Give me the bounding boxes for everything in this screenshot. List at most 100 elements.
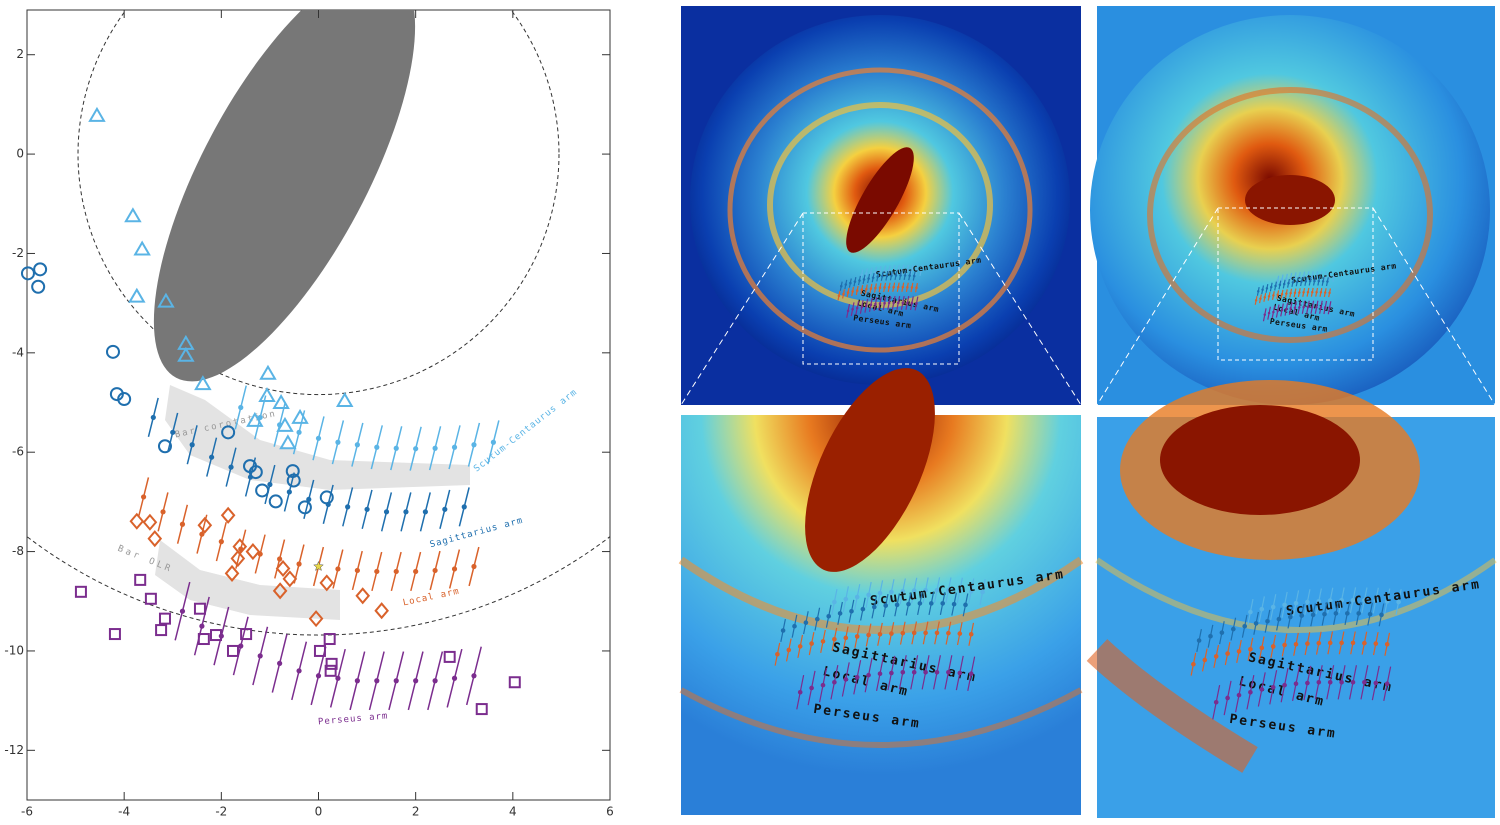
overlay-point: [899, 274, 902, 277]
olr-zone: [155, 540, 340, 620]
overlay-point: [1328, 306, 1331, 310]
overlay-point: [957, 588, 963, 593]
marker: [194, 375, 212, 391]
overlay-point: [844, 283, 848, 286]
marker: [129, 512, 145, 530]
overlay-point: [1225, 695, 1230, 701]
image-bottom-right: [1086, 380, 1497, 818]
overlay-point: [892, 268, 895, 272]
marker: [355, 587, 371, 605]
overlay-point: [809, 685, 814, 691]
marker: [279, 434, 297, 450]
overlay-point: [860, 273, 864, 277]
overlay-point: [900, 589, 906, 594]
overlay-point: [910, 268, 914, 272]
overlay-point: [1328, 275, 1331, 278]
overlay-point: [887, 269, 891, 272]
overlay-point: [1373, 598, 1379, 603]
arm-point: [374, 568, 380, 575]
arm-point: [432, 567, 438, 574]
overlay-point: [867, 277, 870, 280]
overlay-point: [923, 630, 928, 636]
overlay-point: [1306, 305, 1310, 309]
overlay-point: [968, 671, 974, 677]
overlay-point: [892, 301, 895, 305]
x-tick-label: -6: [21, 805, 33, 819]
overlay-point: [849, 281, 852, 285]
overlay-point: [843, 677, 849, 682]
overlay-point: [866, 592, 871, 598]
marker: [325, 657, 338, 670]
overlay-point: [1191, 661, 1196, 667]
overlay-point: [1270, 604, 1276, 610]
overlay-point: [885, 274, 889, 278]
overlay-point: [862, 278, 866, 281]
overlay-point: [1321, 280, 1325, 283]
marker: [230, 549, 246, 568]
overlay-point: [940, 601, 946, 606]
overlay-point: [854, 674, 860, 680]
overlay-point: [1323, 275, 1327, 278]
overlay-point: [901, 268, 905, 272]
marker: [324, 664, 337, 677]
overlay-point: [1350, 679, 1356, 685]
arm-point: [364, 506, 370, 512]
overlay-point: [1304, 280, 1308, 283]
overlay-point: [951, 601, 957, 607]
arm-point: [238, 643, 244, 649]
overlay-point: [1293, 306, 1297, 310]
overlay-point: [869, 303, 873, 307]
overlay-point: [1242, 623, 1248, 629]
arm-point: [461, 504, 467, 510]
marker: [259, 364, 277, 380]
overlay-point: [809, 641, 814, 646]
marker: [374, 602, 389, 620]
overlay-point: [1316, 599, 1322, 604]
arm-point: [471, 563, 477, 570]
x-tick-label: -2: [215, 805, 227, 819]
overlay-point: [854, 634, 860, 639]
arm-point: [150, 414, 156, 421]
overlay-point: [1327, 679, 1333, 685]
corotation-circle: [77, 10, 560, 396]
overlay-point: [906, 301, 909, 305]
overlay-point: [883, 603, 889, 608]
arm-point: [471, 442, 477, 448]
overlay-point: [957, 631, 963, 636]
arm-point: [267, 481, 273, 488]
arm-point: [170, 429, 176, 435]
overlay-point: [968, 631, 974, 637]
overlay-point: [912, 274, 916, 278]
arm-point: [209, 454, 215, 460]
overlay-point: [887, 301, 891, 305]
arm-point: [374, 444, 380, 450]
overlay-point: [1276, 279, 1279, 282]
overlay-point: [1328, 291, 1331, 295]
overlay-point: [1326, 280, 1329, 283]
overlay-point: [1282, 282, 1286, 286]
overlay-point: [908, 274, 911, 277]
overlay-point: [820, 639, 826, 644]
overlay-point: [1316, 640, 1322, 646]
overlay-point: [1280, 308, 1284, 312]
overlay-point: [896, 268, 900, 272]
marker: [248, 465, 263, 480]
overlay-point: [1285, 277, 1288, 280]
overlay-point: [874, 270, 877, 274]
marker: [134, 573, 147, 586]
marker: [128, 287, 146, 303]
marker: [258, 387, 276, 403]
arm-point: [277, 556, 283, 562]
overlay-point: [1323, 306, 1327, 309]
overlay-point: [1285, 292, 1288, 295]
overlay-point: [1272, 310, 1275, 314]
arm-point: [238, 546, 244, 552]
marker: [226, 644, 239, 657]
overlay-point: [903, 274, 907, 277]
overlay-point: [1298, 275, 1301, 279]
arm-point: [228, 464, 234, 470]
marker: [31, 279, 46, 294]
overlay-point: [1236, 692, 1242, 698]
overlay-point: [915, 302, 918, 305]
overlay-point: [874, 302, 877, 306]
